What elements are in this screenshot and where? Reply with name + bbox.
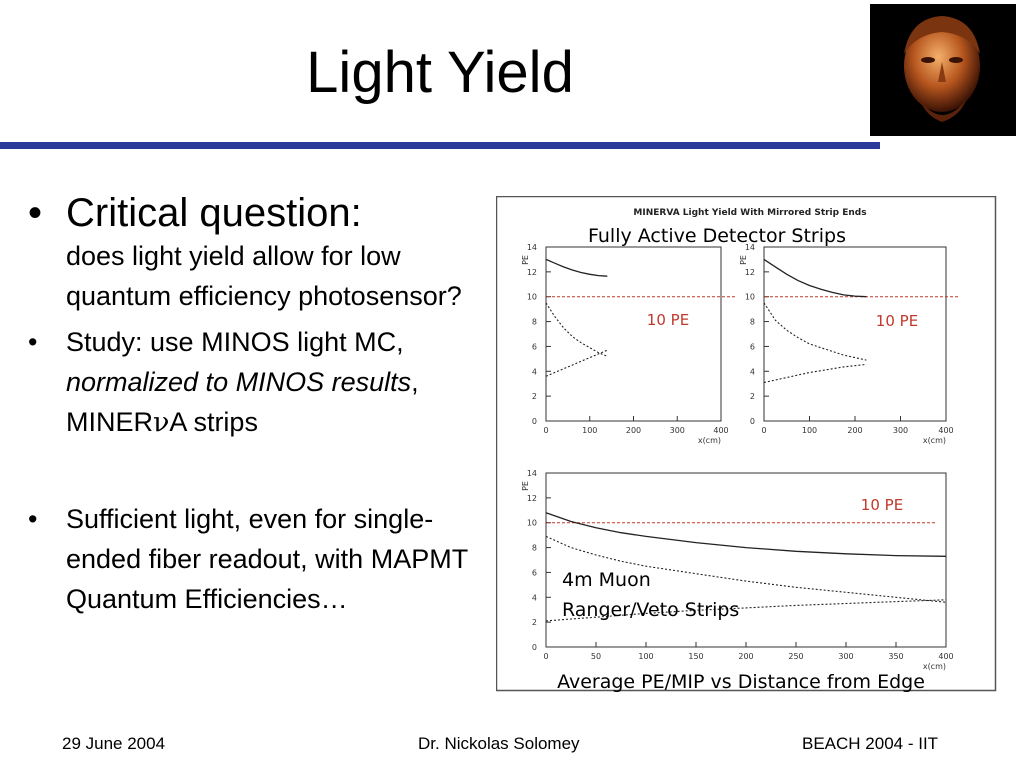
bullet-main-text: Critical question: bbox=[66, 191, 362, 235]
y-tick-label: 14 bbox=[745, 243, 755, 252]
y-tick-label: 0 bbox=[532, 643, 537, 652]
threshold-label: 10 PE bbox=[647, 311, 689, 329]
x-tick-label: 200 bbox=[738, 652, 753, 661]
annotation-muon-ranger: 4m Muon bbox=[562, 569, 651, 591]
x-tick-label: 100 bbox=[802, 426, 817, 435]
bullet-subtext: does light yield allow for low quantum e… bbox=[66, 241, 462, 311]
x-tick-label: 300 bbox=[670, 426, 685, 435]
series-line-bottom-1 bbox=[545, 535, 947, 603]
x-tick-label: 300 bbox=[893, 426, 908, 435]
series-line-top-left-2 bbox=[545, 349, 608, 377]
y-tick-label: 10 bbox=[527, 519, 537, 528]
y-tick-label: 12 bbox=[527, 268, 537, 277]
light-yield-chart: MINERVA Light Yield With Mirrored Strip … bbox=[495, 195, 998, 696]
bullet-dot: • bbox=[28, 191, 43, 235]
y-axis-label: PE bbox=[521, 255, 530, 265]
y-tick-label: 14 bbox=[527, 243, 537, 252]
x-tick-label: 50 bbox=[591, 652, 601, 661]
y-tick-label: 12 bbox=[527, 494, 537, 503]
y-tick-label: 6 bbox=[750, 342, 755, 351]
y-tick-label: 6 bbox=[532, 568, 537, 577]
x-tick-label: 100 bbox=[582, 426, 597, 435]
bullet-study: • Study: use MINOS light MC, normalized … bbox=[28, 322, 488, 443]
x-tick-label: 250 bbox=[788, 652, 803, 661]
chart-svg: MINERVA Light Yield With Mirrored Strip … bbox=[495, 195, 997, 693]
y-tick-label: 2 bbox=[750, 392, 755, 401]
bullet-study-mid: , MINER bbox=[66, 367, 419, 437]
bullet-critical-question: • Critical question: does light yield al… bbox=[28, 190, 488, 316]
series-line-top-right-0 bbox=[763, 258, 867, 298]
x-tick-label: 400 bbox=[938, 652, 953, 661]
x-tick-label: 400 bbox=[938, 426, 953, 435]
series-line-top-left-1 bbox=[545, 302, 608, 357]
bullet-sufficient-light: • Sufficient light, even for single-ende… bbox=[28, 499, 488, 619]
y-tick-label: 6 bbox=[532, 342, 537, 351]
x-axis-label: x(cm) bbox=[923, 662, 946, 671]
y-tick-label: 2 bbox=[532, 618, 537, 627]
x-tick-label: 0 bbox=[543, 652, 548, 661]
y-tick-label: 10 bbox=[527, 293, 537, 302]
x-axis-label: x(cm) bbox=[923, 436, 946, 445]
title-divider bbox=[0, 142, 880, 149]
y-tick-label: 8 bbox=[532, 544, 537, 553]
x-tick-label: 300 bbox=[838, 652, 853, 661]
annotation-fully-active: Fully Active Detector Strips bbox=[588, 225, 846, 247]
y-tick-label: 0 bbox=[750, 417, 755, 426]
y-tick-label: 10 bbox=[745, 293, 755, 302]
y-axis-label: PE bbox=[739, 255, 748, 265]
chart-caption: Average PE/MIP vs Distance from Edge bbox=[557, 671, 925, 693]
bust-portrait-icon bbox=[870, 4, 1016, 136]
threshold-label: 10 PE bbox=[876, 312, 918, 330]
threshold-label: 10 PE bbox=[861, 496, 903, 514]
x-tick-label: 150 bbox=[688, 652, 703, 661]
y-tick-label: 4 bbox=[532, 367, 537, 376]
slide-title: Light Yield bbox=[306, 40, 574, 105]
y-tick-label: 8 bbox=[532, 318, 537, 327]
series-line-top-left-0 bbox=[545, 258, 608, 277]
annotation-muon-ranger: Ranger/Veto Strips bbox=[562, 599, 739, 621]
x-tick-label: 200 bbox=[626, 426, 641, 435]
x-tick-label: 0 bbox=[761, 426, 766, 435]
y-tick-label: 8 bbox=[750, 318, 755, 327]
series-line-top-right-2 bbox=[763, 363, 867, 384]
y-tick-label: 12 bbox=[745, 268, 755, 277]
bullet-study-text: Study: use MINOS light MC, bbox=[66, 327, 404, 357]
footer-event: BEACH 2004 - IIT bbox=[802, 734, 939, 753]
bullet-dot: • bbox=[28, 327, 38, 357]
y-tick-label: 0 bbox=[532, 417, 537, 426]
chart-title: MINERVA Light Yield With Mirrored Strip … bbox=[633, 208, 866, 218]
x-axis-label: x(cm) bbox=[698, 436, 721, 445]
footer-author: Dr. Nickolas Solomey bbox=[418, 734, 580, 753]
x-tick-label: 100 bbox=[638, 652, 653, 661]
bullet-list: • Critical question: does light yield al… bbox=[28, 190, 488, 619]
x-tick-label: 200 bbox=[847, 426, 862, 435]
y-tick-label: 4 bbox=[750, 367, 755, 376]
bullet-study-end: A strips bbox=[169, 407, 258, 437]
bullet-dot: • bbox=[28, 504, 38, 534]
bullet-study-italic: normalized to MINOS results bbox=[66, 367, 412, 397]
y-tick-label: 4 bbox=[532, 593, 537, 602]
x-tick-label: 400 bbox=[713, 426, 728, 435]
x-tick-label: 0 bbox=[543, 426, 548, 435]
series-line-bottom-2 bbox=[545, 599, 947, 622]
y-axis-label: PE bbox=[521, 481, 530, 491]
nu-symbol: ν bbox=[153, 407, 170, 438]
footer-date: 29 June 2004 bbox=[62, 734, 166, 753]
bullet-sufficient-text: Sufficient light, even for single-ended … bbox=[66, 504, 468, 614]
x-tick-label: 350 bbox=[888, 652, 903, 661]
series-line-top-right-1 bbox=[763, 302, 867, 361]
y-tick-label: 2 bbox=[532, 392, 537, 401]
series-line-bottom-0 bbox=[545, 512, 947, 557]
y-tick-label: 14 bbox=[527, 469, 537, 478]
